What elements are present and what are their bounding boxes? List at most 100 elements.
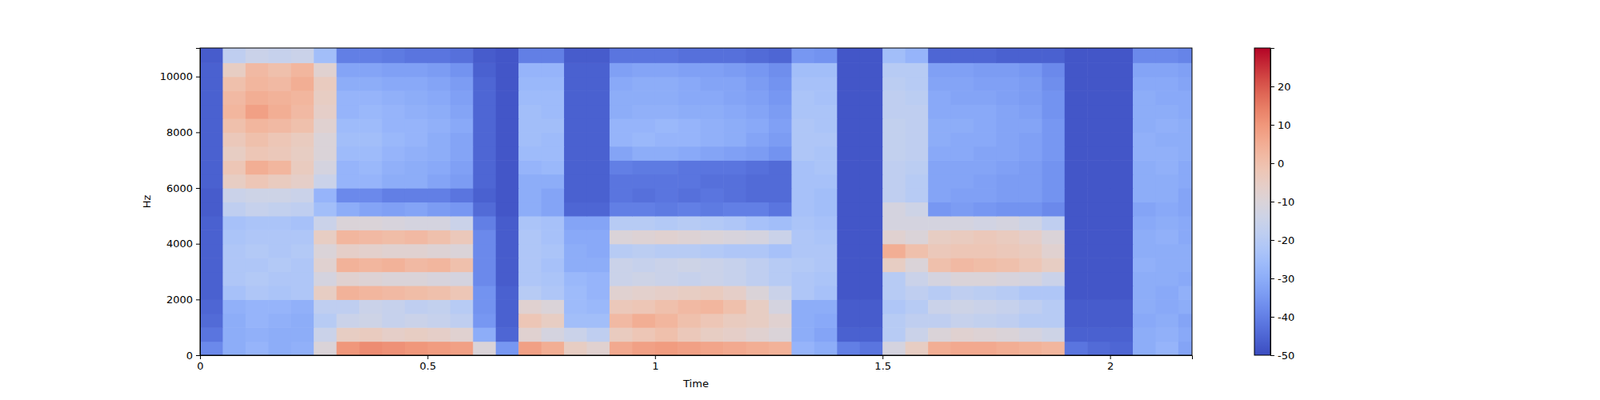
cell [496,201,520,216]
cell [1155,62,1179,77]
cell [336,272,360,287]
cell [973,174,997,189]
cell [1041,118,1065,133]
cell [427,313,451,328]
tick: -40 [1270,311,1295,324]
cell [882,146,906,161]
cell [222,285,246,300]
cell [996,299,1020,314]
cell [472,118,496,133]
cell [496,299,520,314]
cell [472,76,496,92]
cell [1178,104,1192,120]
cell [1087,132,1111,147]
cell [1178,201,1192,216]
cell [427,244,451,259]
cell [222,132,246,147]
cell [382,132,406,147]
cell [336,327,360,342]
cell [882,76,906,92]
cell [518,327,542,342]
cell [882,285,906,300]
cell [564,160,588,175]
cell [1178,299,1192,314]
cell [655,299,679,314]
cell [268,76,292,92]
cell [313,285,337,300]
cell [1110,285,1134,300]
cell [1041,216,1065,231]
cell [723,201,747,216]
cell [382,229,406,244]
cell [609,257,633,272]
cell [245,118,269,133]
cell [996,201,1020,216]
cell [586,90,610,105]
cell [1178,313,1192,328]
cell [313,313,337,328]
tick-mark [196,355,200,356]
cell [1110,132,1134,147]
cell [245,285,269,300]
cell [655,201,679,216]
cell [973,201,997,216]
cell [336,229,360,244]
cell [677,174,701,189]
cell [836,257,860,272]
cell [404,118,428,133]
cell [336,62,360,77]
cell [586,313,610,328]
cell [860,90,884,105]
cell [814,132,838,147]
cell [655,229,679,244]
cell [882,341,906,356]
cell [723,104,747,120]
cell [472,299,496,314]
cell [723,229,747,244]
cell [882,118,906,133]
cell [222,104,246,120]
cell [746,76,770,92]
cell [450,313,474,328]
cell [882,257,906,272]
cell [382,272,406,287]
cell [382,104,406,120]
cell [1110,313,1134,328]
cell [1041,146,1065,161]
cell [632,229,656,244]
cell [472,62,496,77]
tick-label: -40 [1277,311,1295,324]
cell [814,90,838,105]
cell [655,132,679,147]
cell [882,313,906,328]
cell [1132,341,1156,356]
cell [1041,327,1065,342]
cell [973,313,997,328]
cell [291,285,315,300]
cell [313,90,337,105]
cell [860,146,884,161]
cell [791,146,815,161]
cell [1019,48,1043,64]
cell [496,62,520,77]
cell [1087,327,1111,342]
cell [655,244,679,259]
cell [404,132,428,147]
cell [951,160,975,175]
cell [836,188,860,203]
cell [404,299,428,314]
cell [700,216,724,231]
cell [359,104,383,120]
cell [836,216,860,231]
cell [541,229,565,244]
cell [427,104,451,120]
cell [973,48,997,64]
cell [472,327,496,342]
cell [450,327,474,342]
cell [928,174,952,189]
cell [586,327,610,342]
tick-label: 10000 [160,70,193,83]
cell [1178,341,1192,356]
cell [700,90,724,105]
cell [404,201,428,216]
